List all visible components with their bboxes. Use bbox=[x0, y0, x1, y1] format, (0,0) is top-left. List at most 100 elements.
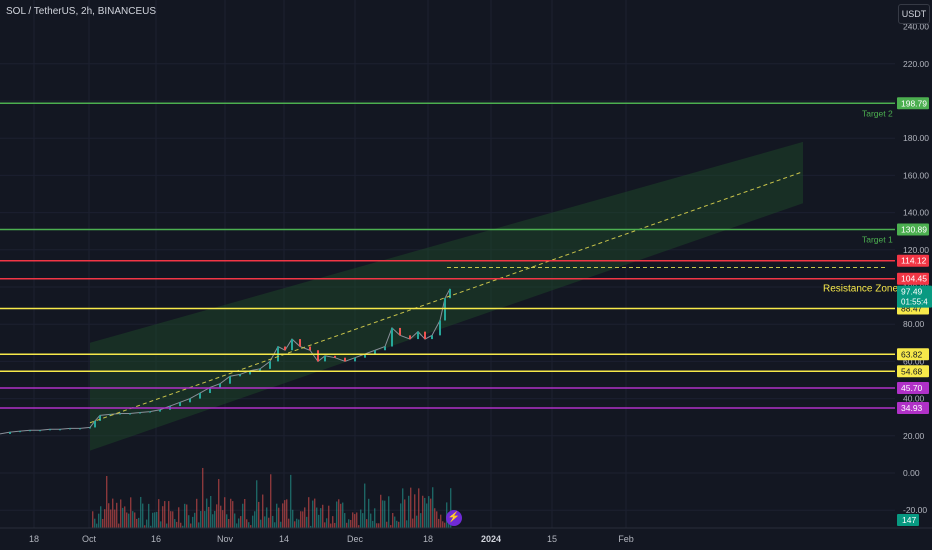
volume-bar bbox=[106, 476, 108, 528]
volume-bar bbox=[266, 507, 268, 528]
volume-bar bbox=[368, 498, 370, 528]
volume-bar bbox=[224, 497, 226, 528]
volume-bar bbox=[192, 516, 194, 528]
tradingview-logo-icon: ⚡ bbox=[446, 510, 462, 526]
volume-bar bbox=[292, 509, 294, 528]
volume-bar bbox=[208, 506, 210, 528]
volume-bar bbox=[284, 500, 286, 528]
price-candle bbox=[99, 415, 101, 421]
volume-bar bbox=[96, 523, 98, 528]
volume-bar bbox=[254, 511, 256, 528]
volume-bar bbox=[366, 519, 368, 528]
volume-bar bbox=[354, 514, 356, 528]
volume-bar bbox=[226, 514, 228, 528]
volume-bar bbox=[264, 516, 266, 528]
volume-bar bbox=[304, 507, 306, 528]
volume-bar bbox=[278, 507, 280, 528]
price-candle bbox=[159, 409, 161, 412]
volume-bar bbox=[262, 494, 264, 528]
price-candle bbox=[391, 327, 393, 347]
volume-bar bbox=[346, 522, 348, 528]
volume-bar bbox=[316, 507, 318, 528]
volume-bar bbox=[378, 523, 380, 528]
price-candle bbox=[219, 383, 221, 388]
volume-bar bbox=[306, 516, 308, 528]
volume-bar bbox=[110, 509, 112, 528]
volume-bar bbox=[380, 494, 382, 528]
volume-bar bbox=[438, 518, 440, 528]
volume-bar bbox=[138, 517, 140, 528]
x-tick-label: Oct bbox=[82, 534, 97, 544]
current-price-label: 97.49 bbox=[901, 287, 923, 297]
volume-bar bbox=[320, 508, 322, 528]
volume-bar bbox=[186, 504, 188, 528]
currency-selector[interactable]: USDT bbox=[898, 4, 930, 24]
volume-bar bbox=[168, 501, 170, 528]
level-price-tag bbox=[897, 272, 929, 285]
volume-bar bbox=[126, 512, 128, 528]
volume-bar bbox=[350, 519, 352, 528]
price-candle bbox=[9, 432, 11, 434]
level-price-tag bbox=[897, 97, 929, 110]
price-candle bbox=[284, 346, 286, 351]
volume-bar bbox=[314, 498, 316, 528]
price-candle bbox=[269, 361, 271, 369]
volume-bar bbox=[422, 495, 424, 528]
volume-bar bbox=[242, 503, 244, 528]
volume-bar bbox=[200, 511, 202, 528]
y-tick-label: 240.00 bbox=[903, 22, 929, 32]
volume-bar bbox=[440, 514, 442, 528]
volume-bar bbox=[196, 498, 198, 528]
volume-bar bbox=[382, 500, 384, 528]
y-tick-label: 20.00 bbox=[903, 431, 925, 441]
volume-bar bbox=[164, 501, 166, 528]
level-price-tag bbox=[897, 254, 929, 267]
volume-bar bbox=[230, 498, 232, 528]
volume-bar bbox=[310, 525, 312, 528]
volume-bar bbox=[152, 512, 154, 528]
price-candle bbox=[364, 353, 366, 358]
price-candle bbox=[189, 398, 191, 403]
volume-bar bbox=[158, 499, 160, 528]
x-tick-label: Feb bbox=[618, 534, 634, 544]
price-candle bbox=[449, 288, 451, 299]
y-tick-label: 40.00 bbox=[903, 394, 925, 404]
price-candle bbox=[199, 393, 201, 399]
volume-bar bbox=[104, 509, 106, 528]
volume-bar bbox=[188, 515, 190, 528]
volume-bar bbox=[220, 505, 222, 528]
price-candle bbox=[69, 428, 71, 430]
volume-bar bbox=[358, 525, 360, 528]
volume-bar bbox=[424, 497, 426, 528]
level-price-label: 63.82 bbox=[901, 349, 923, 359]
volume-bar bbox=[214, 510, 216, 528]
volume-bar bbox=[134, 512, 136, 528]
volume-bar bbox=[154, 512, 156, 528]
volume-bar bbox=[256, 480, 258, 528]
volume-bar bbox=[396, 520, 398, 528]
volume-bar bbox=[362, 513, 364, 528]
price-candle bbox=[19, 431, 21, 433]
volume-bar bbox=[286, 499, 288, 528]
volume-bar bbox=[130, 497, 132, 528]
price-candle bbox=[79, 428, 81, 430]
volume-bar bbox=[420, 513, 422, 528]
price-candle bbox=[291, 339, 293, 351]
volume-bar bbox=[124, 506, 126, 528]
volume-bar bbox=[384, 500, 386, 528]
volume-bar bbox=[356, 512, 358, 528]
volume-bar bbox=[298, 519, 300, 528]
x-tick-label: Nov bbox=[217, 534, 234, 544]
volume-bar bbox=[274, 522, 276, 528]
volume-bar bbox=[418, 488, 420, 528]
level-price-label: 45.70 bbox=[901, 383, 923, 393]
level-price-label: 88.47 bbox=[901, 303, 923, 313]
volume-bar bbox=[122, 507, 124, 528]
volume-bar bbox=[206, 498, 208, 528]
price-candle bbox=[439, 320, 441, 336]
price-candle bbox=[29, 430, 31, 432]
volume-bar bbox=[118, 523, 120, 528]
price-candle bbox=[334, 355, 336, 358]
volume-bar bbox=[318, 514, 320, 528]
